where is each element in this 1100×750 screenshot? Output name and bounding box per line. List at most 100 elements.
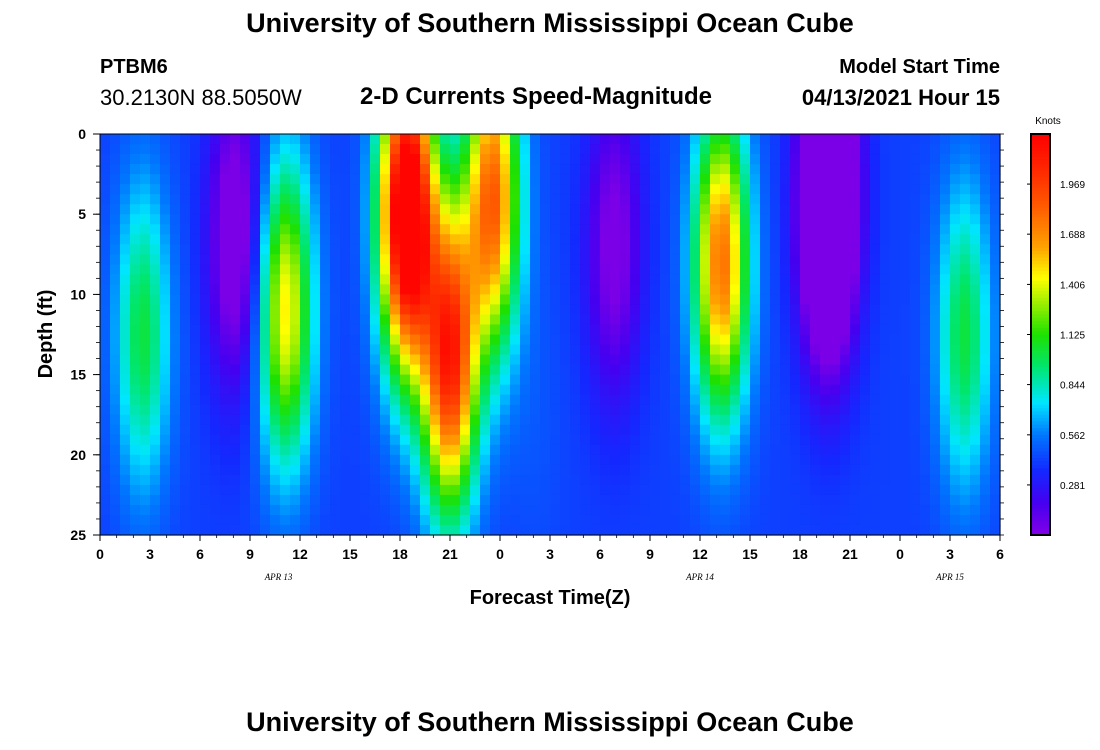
heatmap-cell xyxy=(820,384,831,396)
heatmap-cell xyxy=(410,284,421,296)
heatmap-cell xyxy=(840,174,851,185)
heatmap-cell xyxy=(310,374,321,386)
colorbar-band xyxy=(1031,494,1050,499)
heatmap-cell xyxy=(200,304,211,316)
heatmap-cell xyxy=(510,274,521,285)
heatmap-cell xyxy=(870,274,881,285)
heatmap-cell xyxy=(450,334,461,346)
heatmap-cell xyxy=(790,434,801,446)
heatmap-cell xyxy=(490,174,501,185)
heatmap-cell xyxy=(620,304,631,316)
heatmap-cell xyxy=(870,384,881,396)
heatmap-cell xyxy=(910,524,921,536)
heatmap-cell xyxy=(740,514,751,526)
heatmap-cell xyxy=(340,234,351,245)
heatmap-cell xyxy=(840,374,851,386)
heatmap-cell xyxy=(730,134,741,145)
heatmap-cell xyxy=(130,224,141,235)
heatmap-cell xyxy=(400,244,411,255)
heatmap-cell xyxy=(300,234,311,245)
heatmap-cell xyxy=(230,174,241,185)
heatmap-cell xyxy=(190,314,201,326)
heatmap-cell xyxy=(950,204,961,215)
heatmap-cell xyxy=(670,164,681,175)
heatmap-cell xyxy=(100,344,111,356)
heatmap-cell xyxy=(880,134,891,145)
heatmap-cell xyxy=(380,214,391,225)
colorbar-band xyxy=(1031,351,1050,356)
heatmap-cell xyxy=(250,414,261,426)
heatmap-cell xyxy=(200,354,211,366)
heatmap-cell xyxy=(170,414,181,426)
heatmap-cell xyxy=(160,144,171,155)
heatmap-cell xyxy=(960,474,971,486)
colorbar-band xyxy=(1031,471,1050,476)
heatmap-cell xyxy=(290,474,301,486)
x-tick-label: 18 xyxy=(392,546,408,562)
heatmap-cell xyxy=(260,334,271,346)
heatmap-cell xyxy=(590,434,601,446)
heatmap-cell xyxy=(660,184,671,195)
heatmap-cell xyxy=(300,484,311,496)
heatmap-cell xyxy=(540,524,551,536)
heatmap-cell xyxy=(210,384,221,396)
heatmap-cell xyxy=(420,364,431,376)
heatmap-cell xyxy=(980,364,991,376)
heatmap-cell xyxy=(190,494,201,506)
heatmap-cell xyxy=(590,314,601,326)
heatmap-cell xyxy=(110,504,121,516)
heatmap-cell xyxy=(540,174,551,185)
heatmap-cell xyxy=(980,454,991,466)
heatmap-cell xyxy=(170,424,181,436)
heatmap-cell xyxy=(670,154,681,165)
heatmap-cell xyxy=(930,414,941,426)
colorbar-band xyxy=(1031,434,1050,439)
heatmap-cell xyxy=(450,234,461,245)
heatmap-cell xyxy=(260,164,271,175)
heatmap-cell xyxy=(580,434,591,446)
heatmap-cell xyxy=(920,154,931,165)
heatmap-cell xyxy=(880,214,891,225)
heatmap-cell xyxy=(100,454,111,466)
heatmap-cell xyxy=(140,234,151,245)
heatmap-cell xyxy=(280,234,291,245)
heatmap-cell xyxy=(340,484,351,496)
heatmap-cell xyxy=(690,524,701,536)
heatmap-cell xyxy=(550,304,561,316)
heatmap-cell xyxy=(430,324,441,336)
heatmap-cell xyxy=(200,274,211,285)
heatmap-cell xyxy=(140,304,151,316)
heatmap-cell xyxy=(190,174,201,185)
heatmap-cell xyxy=(850,514,861,526)
heatmap-cell xyxy=(390,414,401,426)
colorbar-band xyxy=(1031,331,1050,336)
heatmap-cell xyxy=(880,244,891,255)
heatmap-cell xyxy=(490,254,501,265)
heatmap-cell xyxy=(260,424,271,436)
heatmap-cell xyxy=(430,294,441,306)
heatmap-cell xyxy=(550,334,561,346)
heatmap-cell xyxy=(170,464,181,476)
heatmap-cell xyxy=(370,184,381,195)
heatmap-cell xyxy=(390,514,401,526)
heatmap-cell xyxy=(860,474,871,486)
heatmap-cell xyxy=(560,364,571,376)
heatmap-cell xyxy=(390,334,401,346)
heatmap-cell xyxy=(550,464,561,476)
heatmap-cell xyxy=(320,214,331,225)
heatmap-cell xyxy=(270,344,281,356)
heatmap-cell xyxy=(320,474,331,486)
heatmap-cell xyxy=(810,414,821,426)
heatmap-cell xyxy=(190,234,201,245)
heatmap-cell xyxy=(690,244,701,255)
heatmap-cell xyxy=(620,364,631,376)
heatmap-cell xyxy=(390,154,401,165)
heatmap-cell xyxy=(120,184,131,195)
heatmap-cell xyxy=(740,524,751,536)
heatmap-cell xyxy=(820,374,831,386)
heatmap-cell xyxy=(640,474,651,486)
heatmap-cell xyxy=(780,504,791,516)
heatmap-cell xyxy=(560,184,571,195)
heatmap-cell xyxy=(900,524,911,536)
heatmap-cell xyxy=(200,244,211,255)
